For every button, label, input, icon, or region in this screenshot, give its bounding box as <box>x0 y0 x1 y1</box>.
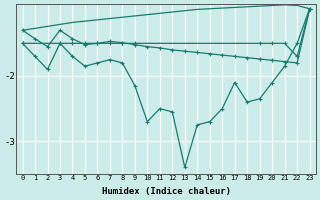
X-axis label: Humidex (Indice chaleur): Humidex (Indice chaleur) <box>101 187 231 196</box>
